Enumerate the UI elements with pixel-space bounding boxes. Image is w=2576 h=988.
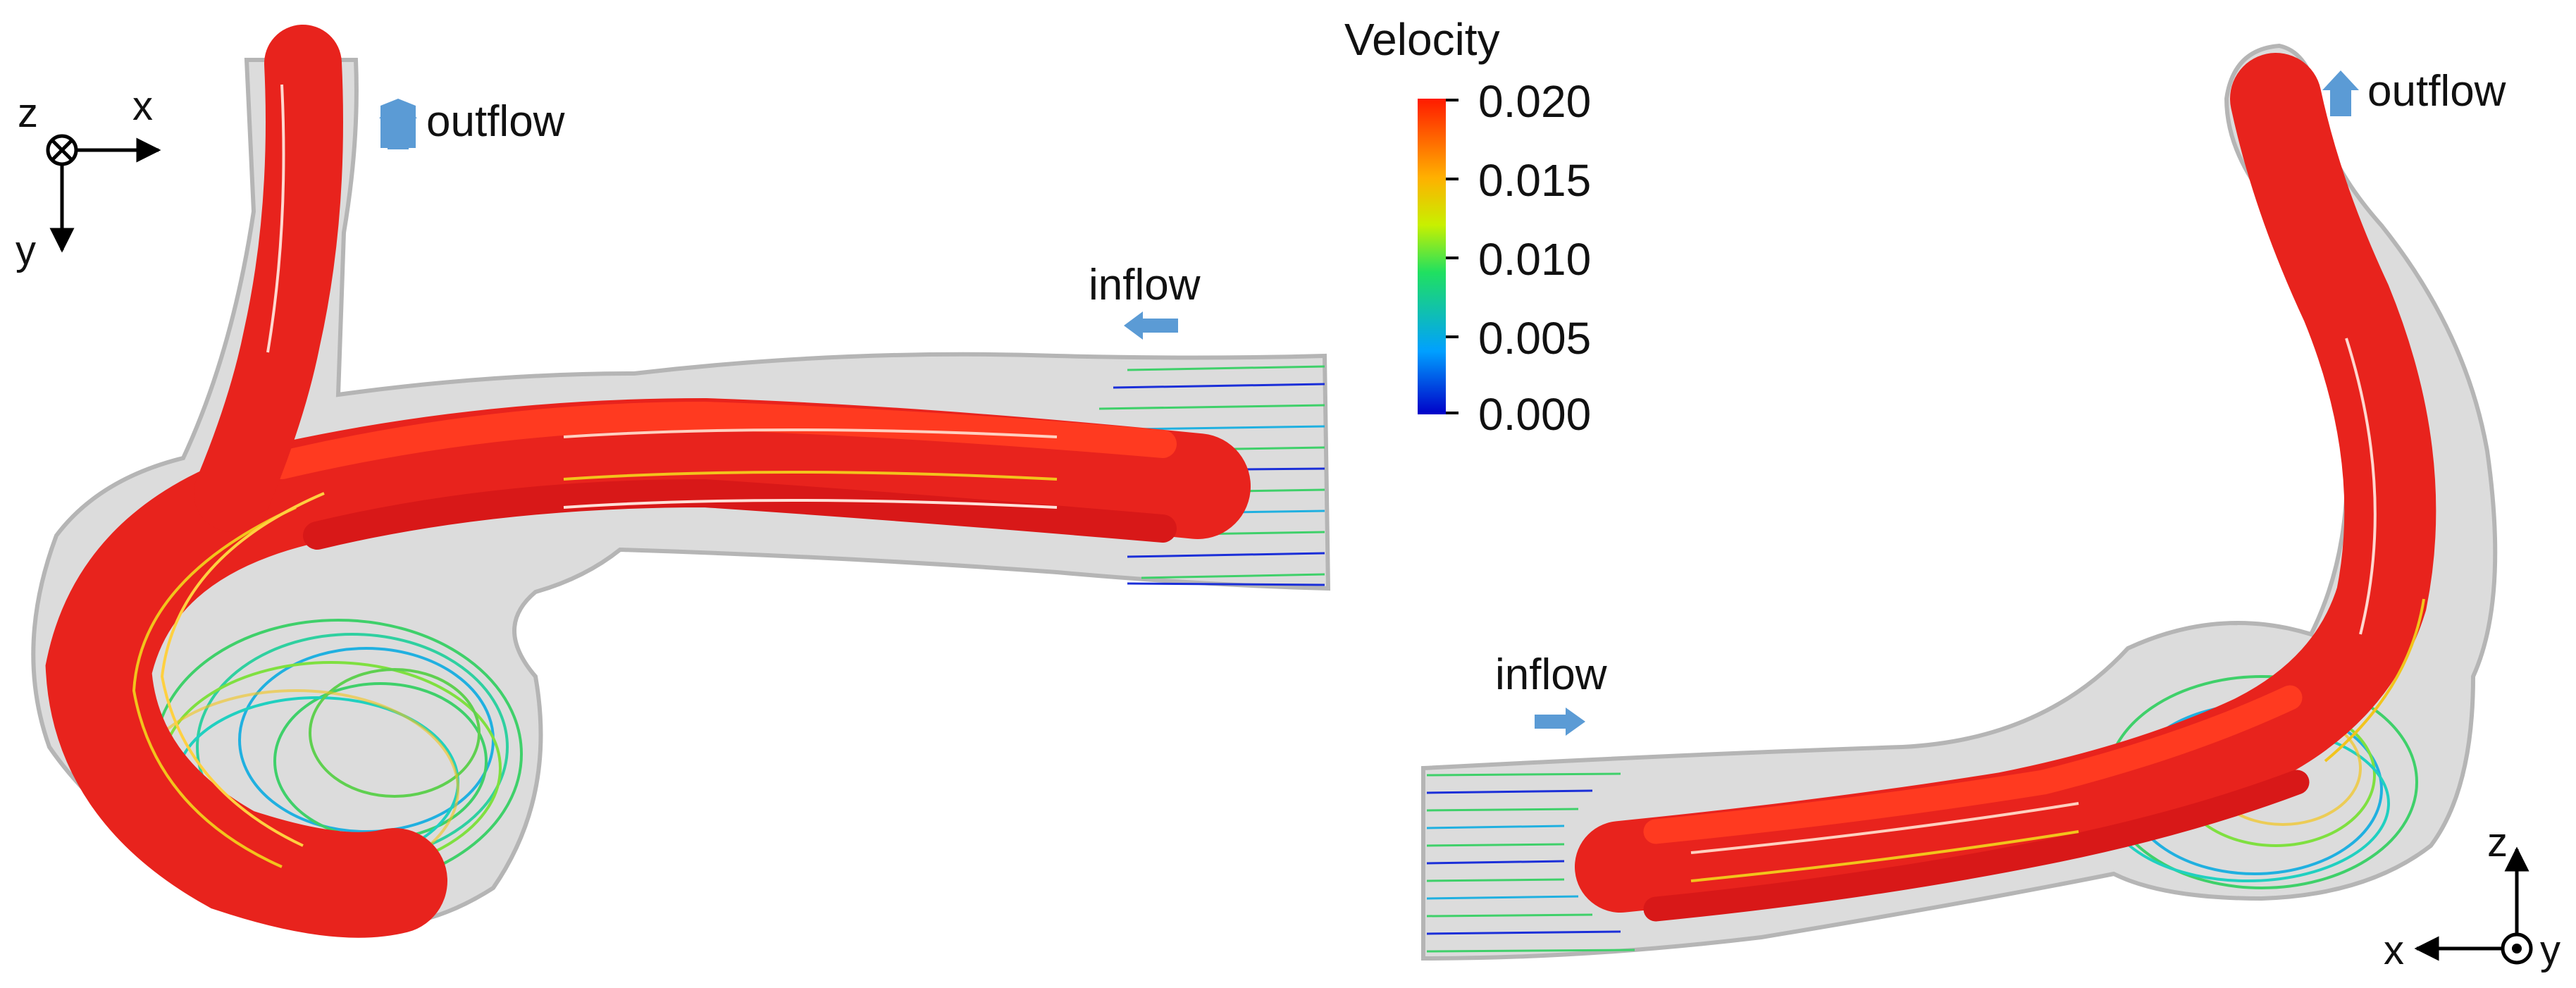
velocity-colorbar: Velocity 0.020 0.015 0.010 0.005 0.000 [1344,14,1591,440]
left-jet-streaks [132,84,1058,868]
left-inflow-arrow-icon [1124,311,1178,340]
left-outflow-label: outflow [426,97,565,146]
right-axis-x-label: x [2384,927,2404,973]
left-inflow-label: inflow [1089,261,1201,309]
colorbar-title: Velocity [1344,14,1500,65]
right-inflow-annotation: inflow [1495,650,1607,736]
colorbar-gradient [1418,99,1446,414]
right-main-jet [1575,53,2436,922]
colorbar-tick: 0.000 [1478,389,1591,440]
right-outflow-annotation: outflow [2322,67,2506,116]
colorbar-tick: 0.020 [1478,76,1591,127]
left-inflow-annotation: inflow [1089,261,1201,340]
colorbar-tick: 0.015 [1478,155,1591,206]
left-axis-x-label: x [132,83,153,129]
right-jet-streaks [1690,338,2425,882]
left-outflow-annotation: outflow [379,97,565,149]
right-inflow-streamlines [1426,772,1635,953]
left-axis-y-label: y [16,228,36,273]
left-axes-triad: z x y [16,83,161,273]
colorbar-tick: 0.010 [1478,234,1591,285]
right-vessel-view [1421,43,2498,961]
colorbar-tick: 0.005 [1478,313,1591,364]
left-vessel-view [31,25,1331,938]
right-inflow-arrow-icon [1535,708,1585,736]
left-main-jet [45,25,1251,938]
right-outflow-label: outflow [2367,67,2506,116]
right-outflow-arrow-icon [2322,70,2359,116]
right-axes-triad: z x y [2384,820,2560,973]
right-inflow-label: inflow [1495,650,1607,699]
left-axis-z-label: z [18,90,38,136]
right-axis-y-label: y [2540,927,2560,973]
right-axis-z-label: z [2487,820,2508,865]
